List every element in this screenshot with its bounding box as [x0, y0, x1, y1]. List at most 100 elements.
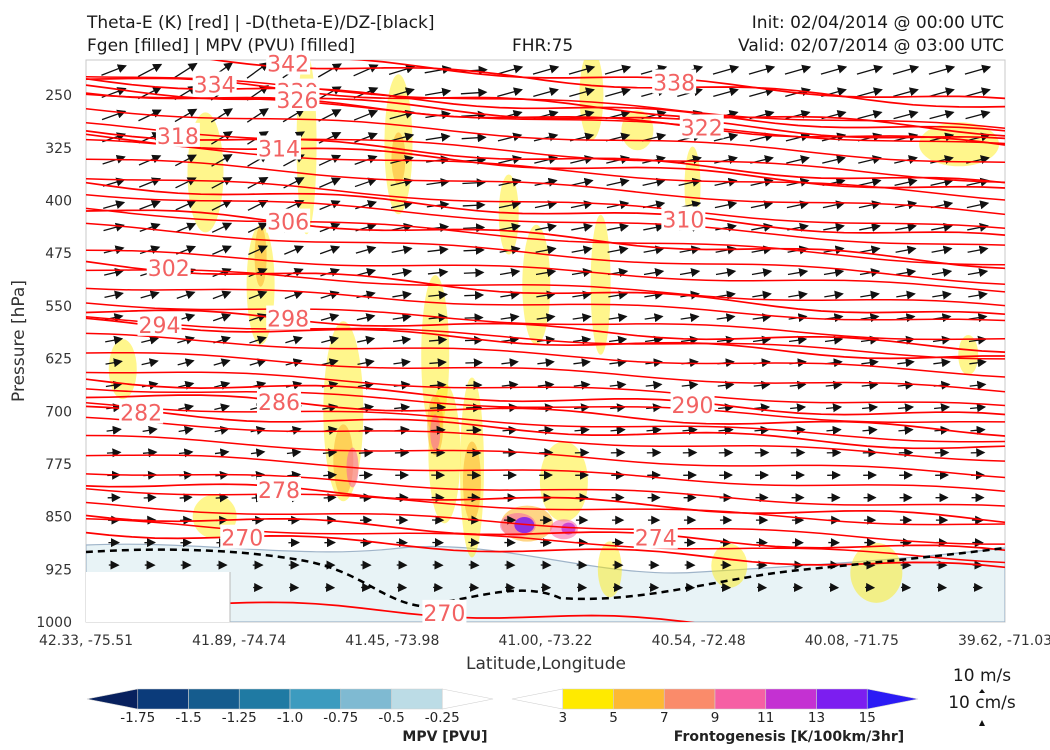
- y-tick-label: 250: [45, 88, 72, 104]
- circulation-vector: [928, 64, 956, 75]
- circulation-vector: [319, 200, 341, 211]
- circulation-vector: [571, 222, 593, 232]
- circulation-vector: [180, 515, 193, 525]
- circulation-vector: [174, 108, 198, 123]
- circulation-vector: [824, 290, 844, 300]
- circulation-vector: [106, 448, 122, 458]
- circulation-vector: [251, 515, 265, 525]
- circulation-vector: [353, 109, 379, 121]
- circulation-vector: [787, 268, 809, 278]
- circulation-vector: [535, 245, 557, 255]
- circulation-vector: [892, 64, 920, 75]
- theta-e-contour-label: 282: [120, 402, 162, 427]
- circulation-vector: [606, 200, 630, 210]
- circulation-vector: [574, 425, 590, 435]
- x-tick-label: 41.45, -73.98: [345, 633, 439, 649]
- circulation-vector: [211, 200, 233, 211]
- circulation-vector: [176, 290, 196, 300]
- theta-e-contour: [86, 599, 695, 622]
- colorbar-tick-label: 11: [757, 710, 774, 726]
- circulation-vector: [893, 109, 919, 120]
- theta-e-contour: [86, 93, 1005, 145]
- circulation-vector: [537, 380, 555, 390]
- circulation-vector: [248, 245, 268, 256]
- circulation-vector: [862, 425, 878, 435]
- circulation-vector: [320, 267, 340, 277]
- circulation-vector: [106, 425, 122, 435]
- circulation-vector: [322, 448, 338, 458]
- circulation-vector: [967, 245, 989, 255]
- circulation-vector: [859, 245, 881, 255]
- circulation-vector: [538, 425, 554, 435]
- circulation-vector: [246, 108, 269, 123]
- circulation-vector: [284, 245, 304, 255]
- circulation-vector: [608, 313, 628, 323]
- contour-label-bg: [422, 599, 467, 624]
- circulation-vector: [859, 268, 881, 278]
- theta-e-contour: [349, 60, 1005, 100]
- circulation-vector: [861, 358, 879, 368]
- theta-e-contour: [86, 488, 1005, 526]
- circulation-vector: [718, 403, 735, 413]
- circulation-vector: [356, 267, 377, 277]
- circulation-vector: [498, 200, 522, 210]
- circulation-vector: [177, 380, 195, 390]
- circulation-vector: [643, 268, 665, 278]
- circulation-vector: [790, 403, 807, 413]
- colorbar-tick-label: 3: [558, 710, 567, 726]
- circulation-vector: [179, 493, 193, 503]
- circulation-vector: [139, 222, 161, 233]
- circulation-vector: [177, 335, 195, 345]
- circulation-vector: [317, 63, 342, 78]
- circulation-vector: [717, 380, 735, 390]
- circulation-vector: [607, 222, 629, 232]
- circulation-vector: [103, 200, 126, 210]
- circulation-vector: [571, 245, 593, 255]
- circulation-vector: [570, 177, 594, 187]
- circulation-vector: [969, 358, 987, 368]
- colorbar-tick-label: -0.5: [378, 710, 404, 726]
- circulation-vector: [820, 64, 848, 75]
- circulation-vector: [608, 290, 628, 300]
- theta-e-contours: [86, 60, 1005, 622]
- circulation-vector: [752, 335, 772, 345]
- x-axis-label: Latitude,Longitude: [466, 654, 626, 674]
- circulation-vector: [141, 335, 160, 345]
- y-tick-label: 850: [45, 510, 72, 526]
- circulation-vector: [825, 380, 843, 390]
- theta-e-contour: [86, 287, 1005, 322]
- circulation-vector: [573, 380, 591, 390]
- circulation-vector: [393, 358, 411, 368]
- title-left-line1: Theta-E (K) [red] | -D(theta-E)/DZ-[blac…: [87, 13, 435, 33]
- theta-e-contour: [86, 302, 1005, 341]
- circulation-vector: [965, 109, 991, 120]
- contour-label-bg: [155, 122, 200, 147]
- circulation-vector: [718, 425, 734, 435]
- circulation-vector: [605, 87, 631, 97]
- theta-e-contour: [86, 92, 1005, 146]
- y-tick-label: 550: [45, 299, 72, 315]
- circulation-vector: [784, 64, 812, 75]
- circulation-vector: [896, 313, 916, 323]
- circulation-vector: [713, 87, 739, 97]
- circulation-vector: [970, 425, 986, 435]
- circulation-vector: [427, 268, 449, 278]
- y-tick-label: 625: [45, 352, 72, 368]
- contour-label-bg: [679, 114, 724, 139]
- circulation-vector: [391, 268, 413, 277]
- circulation-vector: [318, 132, 342, 144]
- frontogenesis-colorbar-title: Frontogenesis [K/100km/3hr]: [674, 729, 904, 745]
- circulation-vector: [104, 268, 125, 277]
- contour-label-bg: [256, 476, 301, 501]
- circulation-vector: [752, 313, 772, 323]
- theta-e-contour: [86, 77, 1005, 137]
- circulation-vector: [931, 245, 953, 255]
- theta-e-contour: [209, 60, 1005, 108]
- circulation-vector: [500, 335, 520, 345]
- colorbar-tick-label: -1.75: [120, 710, 155, 726]
- circulation-vector: [356, 313, 376, 323]
- colorbar-segment: [613, 688, 665, 710]
- circulation-vector: [283, 177, 305, 189]
- circulation-vector: [211, 222, 233, 233]
- circulation-vector: [318, 86, 342, 100]
